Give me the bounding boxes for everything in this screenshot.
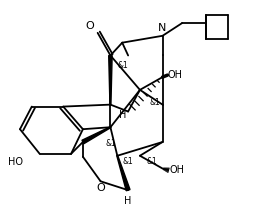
Text: &1: &1 xyxy=(123,157,134,166)
Polygon shape xyxy=(109,55,112,105)
Text: H: H xyxy=(124,196,132,206)
Text: &1: &1 xyxy=(149,98,160,107)
Text: &1: &1 xyxy=(118,61,128,70)
Text: &1: &1 xyxy=(146,157,157,166)
Text: N: N xyxy=(158,23,167,33)
Text: OH: OH xyxy=(167,70,182,80)
Text: HO: HO xyxy=(8,157,23,167)
Text: OH: OH xyxy=(169,165,185,176)
Text: &1: &1 xyxy=(105,139,116,148)
Polygon shape xyxy=(82,127,111,144)
Polygon shape xyxy=(117,156,130,191)
Text: O: O xyxy=(96,183,105,193)
Text: H: H xyxy=(118,110,126,120)
Text: O: O xyxy=(85,21,94,31)
